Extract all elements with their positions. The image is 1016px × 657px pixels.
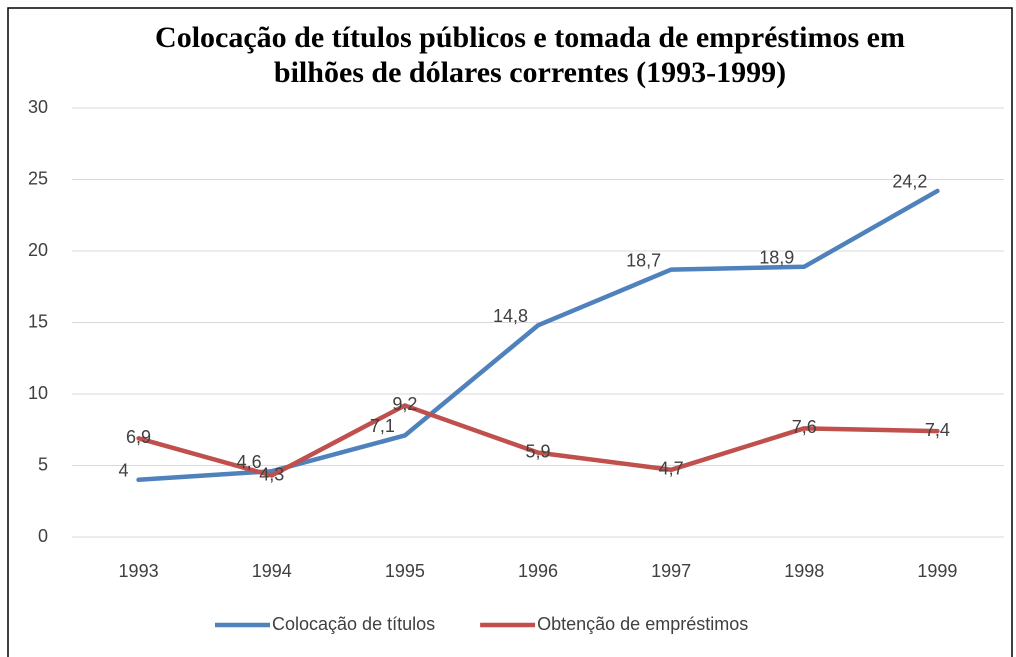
legend-label: Obtenção de empréstimos [537, 614, 748, 634]
series-line [136, 188, 940, 483]
x-tick-label: 1998 [784, 561, 824, 581]
series-line [136, 403, 940, 478]
x-tick-label: 1993 [119, 561, 159, 581]
data-label: 6,9 [126, 427, 151, 447]
data-label: 4,3 [259, 464, 284, 484]
x-tick-label: 1994 [252, 561, 292, 581]
data-label: 4,6 [237, 452, 262, 472]
data-label: 18,7 [626, 250, 661, 270]
data-label: 24,2 [892, 172, 927, 192]
data-label: 5,9 [525, 441, 550, 461]
x-tick-label: 1997 [651, 561, 691, 581]
data-label: 9,2 [392, 394, 417, 414]
legend-label: Colocação de títulos [272, 614, 435, 634]
y-tick-label: 25 [28, 168, 48, 188]
data-label: 4,7 [659, 459, 684, 479]
data-label: 14,8 [493, 306, 528, 326]
chart-title: bilhões de dólares correntes (1993-1999) [274, 56, 786, 89]
x-tick-label: 1999 [917, 561, 957, 581]
x-tick-label: 1995 [385, 561, 425, 581]
chart-title: Colocação de títulos públicos e tomada d… [155, 21, 905, 54]
data-label: 7,4 [925, 420, 950, 440]
y-tick-label: 0 [38, 526, 48, 546]
data-label: 7,1 [370, 416, 395, 436]
y-tick-label: 30 [28, 97, 48, 117]
y-tick-label: 20 [28, 240, 48, 260]
y-tick-label: 10 [28, 383, 48, 403]
chart-frame [7, 7, 1013, 657]
x-tick-label: 1996 [518, 561, 558, 581]
data-label: 4 [119, 461, 129, 481]
y-tick-label: 5 [38, 454, 48, 474]
y-tick-label: 15 [28, 311, 48, 331]
data-label: 18,9 [759, 247, 794, 267]
data-label: 7,6 [792, 417, 817, 437]
